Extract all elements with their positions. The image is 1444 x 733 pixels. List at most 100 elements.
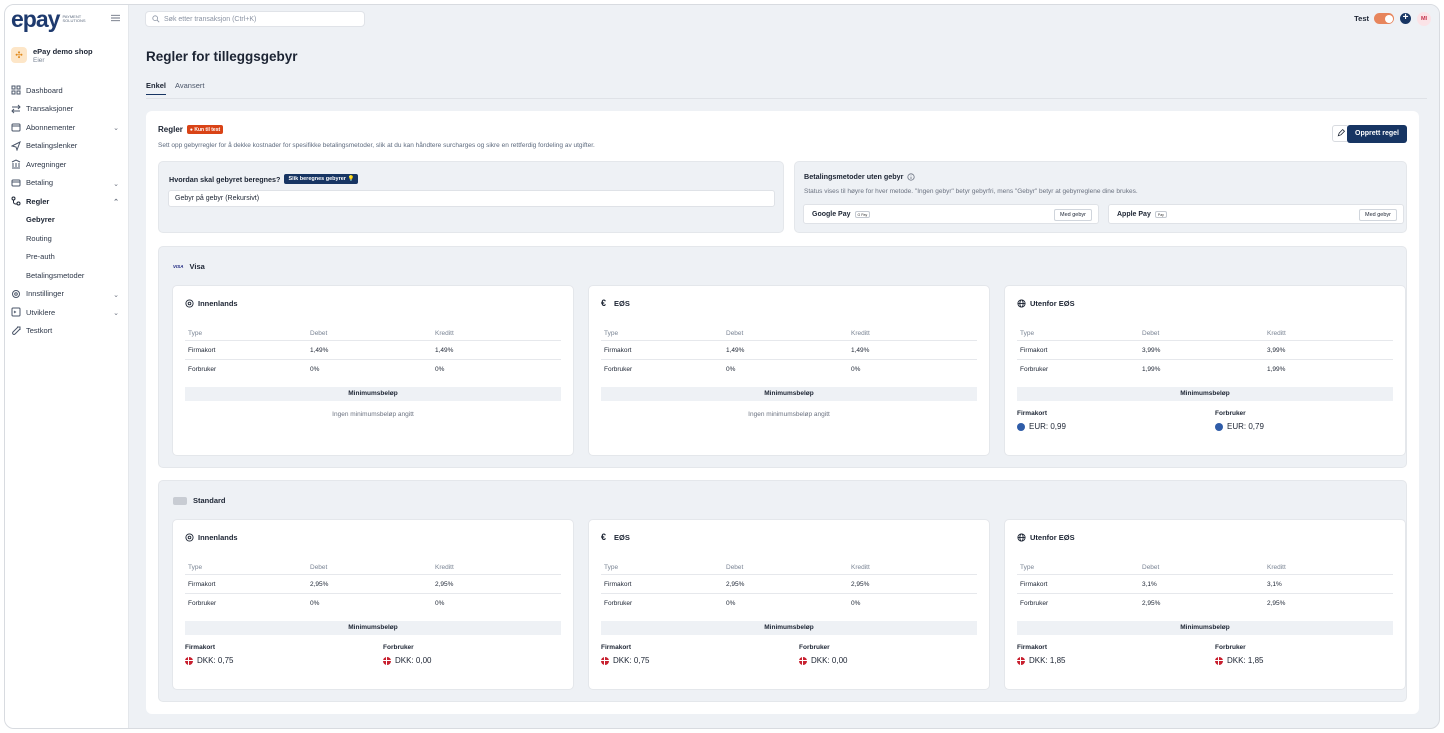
sidebar-nav: Dashboard Transaksjoner Abonnementer ⌄ B… [5, 81, 128, 340]
sidebar-item-testcard[interactable]: Testkort [5, 322, 128, 341]
row-type: Firmakort [604, 580, 632, 588]
rules-card: Regler ● Kun til test Sett opp gebyrregl… [146, 111, 1419, 714]
sidebar-subitem-fees[interactable]: Gebyrer [26, 215, 55, 225]
table-header: Type Debet Kreditt [1017, 326, 1393, 341]
shop-selector[interactable]: ✣ ePay demo shop Eier [11, 41, 122, 69]
apple-pay-status-button[interactable]: Med gebyr [1359, 209, 1397, 221]
row-debit: 1,49% [310, 346, 329, 354]
sidebar-subitem-preauth[interactable]: Pre-auth [26, 252, 55, 262]
how-fees-calculated-button[interactable]: Slik beregnes gebyrer 💡 [284, 174, 359, 184]
fee-table: Type Debet Kreditt Firmakort 2,95% 2,95% For… [601, 560, 977, 613]
shop-icon: ✣ [11, 47, 27, 63]
min-consumer-label: Forbruker [1215, 410, 1246, 417]
calculation-method-select[interactable]: Gebyr på gebyr (Rekursivt) [168, 190, 775, 207]
credit-card-icon [11, 179, 21, 187]
search-input[interactable]: Søk etter transaksjon (Ctrl+K) [145, 11, 365, 27]
sidebar-item-settlements[interactable]: Avregninger [5, 155, 128, 174]
standard-title: Standard [173, 496, 226, 505]
visa-title: VISA Visa [173, 262, 205, 271]
test-only-badge-label: Kun til test [194, 126, 221, 133]
header-debit: Debet [1142, 329, 1160, 337]
info-icon[interactable] [907, 172, 916, 181]
table-row: Firmakort 1,49% 1,49% [185, 341, 561, 360]
chevron-down-icon: ⌄ [113, 180, 119, 188]
search-placeholder: Søk etter transaksjon (Ctrl+K) [164, 15, 257, 23]
region-title: Utenfor EØS [1017, 299, 1075, 308]
table-row: Forbruker 0% 0% [185, 594, 561, 613]
sidebar-subitem-payment-methods[interactable]: Betalingsmetoder [26, 270, 85, 280]
sidebar-item-transactions[interactable]: Transaksjoner [5, 100, 128, 119]
min-company-label: Firmakort [1017, 644, 1047, 651]
min-company: Firmakort DKK: 1,85 [1017, 644, 1065, 665]
sidebar-item-payment[interactable]: Betaling ⌄ [5, 174, 128, 193]
google-pay-status-button[interactable]: Med gebyr [1054, 209, 1092, 221]
table-header: Type Debet Kreditt [185, 326, 561, 341]
menu-collapse-icon[interactable] [111, 14, 120, 22]
table-row: Forbruker 0% 0% [601, 594, 977, 613]
add-button[interactable]: + [1400, 13, 1411, 24]
region-title: € EØS [601, 533, 630, 543]
edit-button[interactable] [1332, 125, 1349, 142]
table-header: Type Debet Kreditt [185, 560, 561, 575]
min-consumer: Forbruker EUR: 0,79 [1215, 410, 1264, 431]
sidebar-item-label: Regler [26, 196, 50, 206]
card-icon [173, 496, 187, 505]
minimum-amount-header: Minimumsbeløp [185, 387, 561, 401]
standard-domestic-card: Innenlands Type Debet Kreditt Firmakort 2,9… [172, 519, 574, 690]
transfer-icon [11, 104, 21, 114]
test-mode-toggle[interactable] [1374, 13, 1394, 24]
sidebar-subitem-routing[interactable]: Routing [26, 233, 52, 243]
min-company-value: DKK: 0,75 [185, 656, 233, 665]
row-credit: 0% [851, 366, 861, 373]
apple-pay-label: Apple Pay Pay [1117, 211, 1167, 218]
sidebar-item-label: Transaksjoner [26, 104, 74, 114]
tab-simple[interactable]: Enkel [146, 81, 167, 95]
sidebar-item-developers[interactable]: Utviklere ⌄ [5, 303, 128, 322]
shop-role: Eier [33, 56, 45, 64]
minimum-amount-header: Minimumsbeløp [601, 387, 977, 401]
sidebar-item-dashboard[interactable]: Dashboard [5, 81, 128, 100]
row-debit: 0% [310, 366, 320, 373]
region-title: Innenlands [185, 299, 238, 308]
region-title-text: Utenfor EØS [1030, 533, 1075, 542]
row-type: Firmakort [604, 346, 632, 354]
table-row: Forbruker 0% 0% [185, 360, 561, 379]
standard-eea-card: € EØS Type Debet Kreditt Firmakort 2,95% 2,9… [588, 519, 990, 690]
rules-title: Regler [158, 125, 183, 134]
sidebar-item-rules[interactable]: Regler ⌃ [5, 192, 128, 211]
min-company-value: DKK: 0,75 [601, 656, 649, 665]
tabs: Enkel Avansert [146, 81, 213, 95]
logo[interactable]: epay [11, 5, 60, 32]
region-title: € EØS [601, 299, 630, 309]
sidebar-item-subscriptions[interactable]: Abonnementer ⌄ [5, 118, 128, 137]
avatar[interactable]: MI [1417, 12, 1431, 26]
danish-flag-icon [1215, 656, 1223, 665]
header-credit: Kreditt [1267, 329, 1286, 337]
region-title-text: EØS [614, 533, 630, 542]
row-type: Firmakort [188, 346, 216, 354]
row-credit: 3,99% [1267, 346, 1286, 354]
min-consumer: Forbruker DKK: 0,00 [799, 644, 847, 665]
min-company-amount: DKK: 0,75 [613, 656, 650, 665]
row-type: Forbruker [188, 366, 217, 373]
min-company-amount: DKK: 0,75 [197, 656, 234, 665]
min-consumer-value: DKK: 0,00 [799, 656, 847, 665]
visa-domestic-card: Innenlands Type Debet Kreditt Firmakort 1,4… [172, 285, 574, 456]
globe-icon [1017, 533, 1026, 542]
sidebar-item-settings[interactable]: Innstillinger ⌄ [5, 285, 128, 304]
payment-methods-panel: Betalingsmetoder uten gebyr Status vises… [794, 161, 1407, 233]
tab-advanced[interactable]: Avansert [175, 81, 205, 90]
google-pay-row: Google Pay G Pay Med gebyr [803, 204, 1099, 224]
min-consumer-amount: DKK: 1,85 [1227, 656, 1264, 665]
create-rule-button[interactable]: Opprett regel [1347, 125, 1407, 143]
test-only-badge: ● Kun til test [186, 125, 224, 134]
tabs-divider [146, 97, 1427, 99]
row-type: Forbruker [604, 366, 633, 373]
header-type: Type [188, 329, 203, 337]
row-credit: 2,95% [435, 580, 454, 588]
standard-label: Standard [193, 496, 226, 505]
sidebar-item-payment-links[interactable]: Betalingslenker [5, 137, 128, 156]
table-row: Firmakort 2,95% 2,95% [601, 575, 977, 594]
min-consumer-label: Forbruker [383, 644, 414, 651]
no-minimum-text: Ingen minimumsbeløp angitt [332, 411, 414, 418]
